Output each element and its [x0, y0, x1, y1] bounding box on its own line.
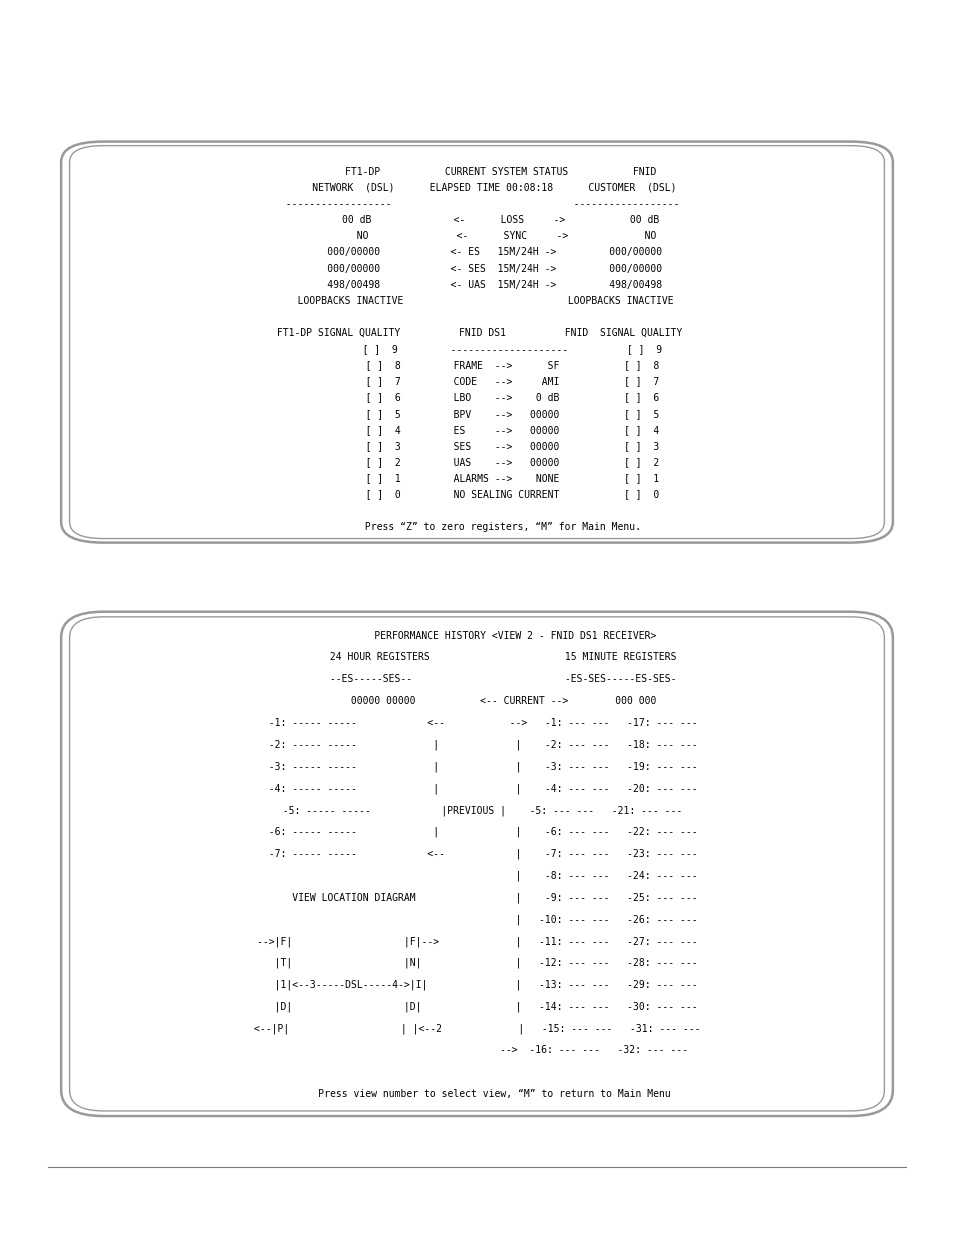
Text: -1: ----- -----            <--           -->   -1: --- ---   -17: --- ---: -1: ----- ----- <-- --> -1: --- --- -17:…	[256, 718, 697, 727]
Text: -->|F|                   |F|-->             |   -11: --- ---   -27: --- ---: -->|F| |F|--> | -11: --- --- -27: --- --…	[256, 936, 697, 946]
Text: NETWORK  (DSL)      ELAPSED TIME 00:08:18      CUSTOMER  (DSL): NETWORK (DSL) ELAPSED TIME 00:08:18 CUST…	[277, 183, 676, 193]
Text: 00000 00000           <-- CURRENT -->        000 000: 00000 00000 <-- CURRENT --> 000 000	[297, 697, 656, 706]
Text: -5: ----- -----            |PREVIOUS |    -5: --- ---   -21: --- ---: -5: ----- ----- |PREVIOUS | -5: --- --- …	[271, 805, 682, 815]
Text: -2: ----- -----             |             |    -2: --- ---   -18: --- ---: -2: ----- ----- | | -2: --- --- -18: ---…	[256, 740, 697, 750]
Text: --ES-----SES--                          -ES-SES-----ES-SES-: --ES-----SES-- -ES-SES-----ES-SES-	[277, 674, 676, 684]
Text: [ ]  5         BPV    -->   00000           [ ]  5: [ ] 5 BPV --> 00000 [ ] 5	[294, 409, 659, 419]
Text: FT1-DP           CURRENT SYSTEM STATUS           FNID: FT1-DP CURRENT SYSTEM STATUS FNID	[297, 167, 656, 177]
Text: 24 HOUR REGISTERS                       15 MINUTE REGISTERS: 24 HOUR REGISTERS 15 MINUTE REGISTERS	[277, 652, 676, 662]
Text: [ ]  4         ES     -->   00000           [ ]  4: [ ] 4 ES --> 00000 [ ] 4	[294, 425, 659, 435]
Text: [ ]  6         LBO    -->    0 dB           [ ]  6: [ ] 6 LBO --> 0 dB [ ] 6	[294, 393, 659, 403]
Text: -4: ----- -----             |             |    -4: --- ---   -20: --- ---: -4: ----- ----- | | -4: --- --- -20: ---…	[256, 783, 697, 794]
Text: |T|                   |N|                |   -12: --- ---   -28: --- ---: |T| |N| | -12: --- --- -28: --- ---	[256, 958, 697, 968]
Text: [ ]  0         NO SEALING CURRENT           [ ]  0: [ ] 0 NO SEALING CURRENT [ ] 0	[294, 489, 659, 499]
Text: NO               <-      SYNC     ->             NO: NO <- SYNC -> NO	[297, 231, 656, 241]
Text: LOOPBACKS INACTIVE                            LOOPBACKS INACTIVE: LOOPBACKS INACTIVE LOOPBACKS INACTIVE	[280, 296, 673, 306]
Text: ------------------                               ------------------: ------------------ ------------------	[274, 199, 679, 209]
Text: -->  -16: --- ---   -32: --- ---: --> -16: --- --- -32: --- ---	[265, 1045, 688, 1055]
Text: [ ]  9         --------------------          [ ]  9: [ ] 9 -------------------- [ ] 9	[292, 345, 661, 354]
Text: [ ]  3         SES    -->   00000           [ ]  3: [ ] 3 SES --> 00000 [ ] 3	[294, 441, 659, 451]
Text: |   -10: --- ---   -26: --- ---: | -10: --- --- -26: --- ---	[256, 914, 697, 925]
Text: [ ]  1         ALARMS -->    NONE           [ ]  1: [ ] 1 ALARMS --> NONE [ ] 1	[294, 473, 659, 483]
Text: -3: ----- -----             |             |    -3: --- ---   -19: --- ---: -3: ----- ----- | | -3: --- --- -19: ---…	[256, 762, 697, 772]
Text: |    -8: --- ---   -24: --- ---: | -8: --- --- -24: --- ---	[256, 871, 697, 881]
Text: <--|P|                   | |<--2             |   -15: --- ---   -31: --- ---: <--|P| | |<--2 | -15: --- --- -31: --- -…	[253, 1024, 700, 1034]
Text: |D|                   |D|                |   -14: --- ---   -30: --- ---: |D| |D| | -14: --- --- -30: --- ---	[256, 1002, 697, 1011]
Text: [ ]  8         FRAME  -->      SF           [ ]  8: [ ] 8 FRAME --> SF [ ] 8	[294, 361, 659, 370]
FancyBboxPatch shape	[61, 142, 892, 542]
Text: VIEW LOCATION DIAGRAM                 |    -9: --- ---   -25: --- ---: VIEW LOCATION DIAGRAM | -9: --- --- -25:…	[256, 893, 697, 903]
Text: -6: ----- -----             |             |    -6: --- ---   -22: --- ---: -6: ----- ----- | | -6: --- --- -22: ---…	[256, 827, 697, 837]
Text: [ ]  7         CODE   -->     AMI           [ ]  7: [ ] 7 CODE --> AMI [ ] 7	[294, 377, 659, 387]
Text: 000/00000            <- SES  15M/24H ->         000/00000: 000/00000 <- SES 15M/24H -> 000/00000	[292, 263, 661, 274]
Text: PERFORMANCE HISTORY <VIEW 2 - FNID DS1 RECEIVER>: PERFORMANCE HISTORY <VIEW 2 - FNID DS1 R…	[297, 631, 656, 641]
Text: Press view number to select view, “M” to return to Main Menu: Press view number to select view, “M” to…	[283, 1089, 670, 1099]
FancyBboxPatch shape	[61, 611, 892, 1116]
Text: [ ]  2         UAS    -->   00000           [ ]  2: [ ] 2 UAS --> 00000 [ ] 2	[294, 457, 659, 467]
Text: 00 dB              <-      LOSS     ->           00 dB: 00 dB <- LOSS -> 00 dB	[294, 215, 659, 225]
Text: 498/00498            <- UAS  15M/24H ->         498/00498: 498/00498 <- UAS 15M/24H -> 498/00498	[292, 279, 661, 290]
Text: FT1-DP SIGNAL QUALITY          FNID DS1          FNID  SIGNAL QUALITY: FT1-DP SIGNAL QUALITY FNID DS1 FNID SIGN…	[271, 329, 682, 338]
Text: 000/00000            <- ES   15M/24H ->         000/00000: 000/00000 <- ES 15M/24H -> 000/00000	[292, 247, 661, 257]
Text: -7: ----- -----            <--            |    -7: --- ---   -23: --- ---: -7: ----- ----- <-- | -7: --- --- -23: -…	[256, 848, 697, 860]
Text: Press “Z” to zero registers, “M” for Main Menu.: Press “Z” to zero registers, “M” for Mai…	[313, 521, 640, 531]
Text: |1|<--3-----DSL-----4->|I|               |   -13: --- ---   -29: --- ---: |1|<--3-----DSL-----4->|I| | -13: --- --…	[256, 979, 697, 990]
